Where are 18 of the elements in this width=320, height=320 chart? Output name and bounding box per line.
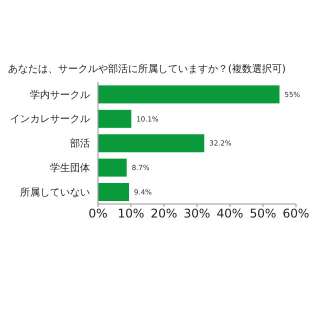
bar bbox=[98, 85, 280, 104]
x-tick-label: 30% bbox=[184, 206, 210, 221]
y-tick-label: 部活 bbox=[70, 138, 90, 150]
x-tick-label: 40% bbox=[216, 206, 244, 221]
bar bbox=[98, 183, 130, 202]
bar bbox=[98, 158, 127, 177]
x-tick-label: 20% bbox=[150, 206, 178, 221]
y-tick-label: 所属していない bbox=[20, 186, 90, 198]
x-tick-label: 60% bbox=[282, 206, 310, 221]
x-tick-label: 50% bbox=[250, 206, 276, 221]
y-tick-label: 学内サークル bbox=[30, 88, 90, 101]
x-tick-label: 10% bbox=[118, 206, 144, 221]
bar bbox=[98, 134, 204, 152]
x-tick-label: 0% bbox=[88, 206, 108, 221]
chart-title: あなたは、サークルや部活に所属していますか？(複数選択可) bbox=[8, 62, 287, 76]
y-tick-label: インカレサークル bbox=[10, 114, 90, 126]
y-tick-label: 学生団体 bbox=[50, 162, 90, 174]
bar bbox=[98, 110, 132, 128]
